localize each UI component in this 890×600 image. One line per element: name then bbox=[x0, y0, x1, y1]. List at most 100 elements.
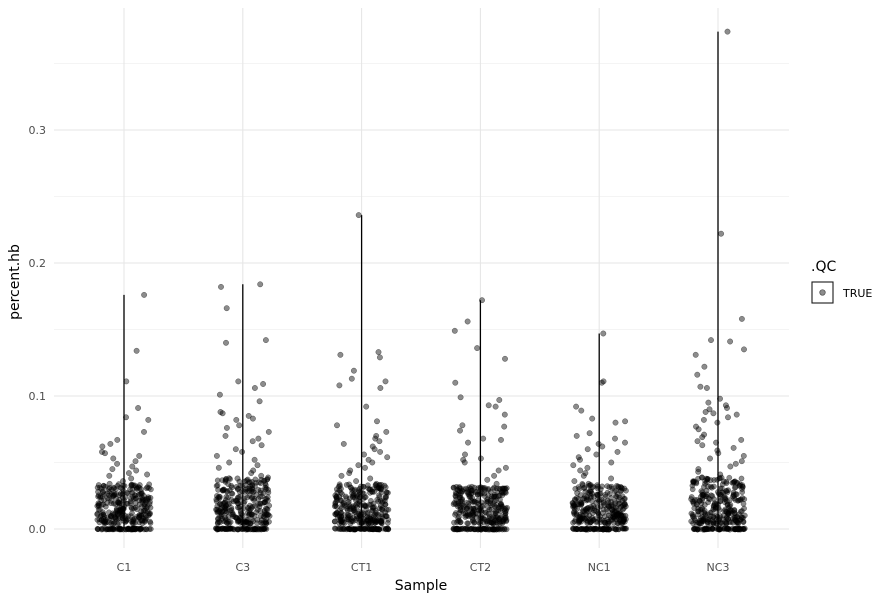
data-point bbox=[241, 498, 248, 505]
data-point bbox=[258, 472, 265, 479]
data-point bbox=[109, 466, 116, 473]
data-point bbox=[223, 516, 229, 523]
data-point bbox=[140, 515, 147, 522]
data-point bbox=[223, 305, 230, 312]
data-point bbox=[334, 422, 340, 429]
data-point bbox=[384, 520, 391, 526]
data-point bbox=[125, 470, 132, 477]
data-point bbox=[729, 525, 736, 532]
data-point bbox=[147, 518, 153, 525]
data-point bbox=[571, 478, 578, 485]
data-point bbox=[372, 435, 379, 442]
data-point bbox=[724, 405, 730, 411]
data-point bbox=[99, 443, 106, 450]
data-point bbox=[622, 418, 629, 425]
data-point bbox=[600, 506, 607, 513]
data-point bbox=[501, 411, 508, 418]
data-point bbox=[133, 347, 140, 354]
data-point bbox=[367, 486, 374, 493]
data-point bbox=[382, 378, 389, 385]
data-point bbox=[236, 478, 243, 485]
legend-key bbox=[811, 281, 834, 304]
data-point bbox=[461, 459, 468, 466]
data-point bbox=[240, 520, 247, 527]
data-point bbox=[703, 385, 710, 391]
data-point bbox=[453, 510, 459, 516]
data-point bbox=[377, 448, 384, 455]
data-point bbox=[95, 502, 102, 509]
data-point bbox=[594, 519, 601, 525]
data-point bbox=[600, 500, 607, 506]
data-point bbox=[580, 472, 587, 479]
data-point bbox=[732, 516, 739, 523]
data-point bbox=[495, 467, 502, 474]
data-point bbox=[717, 471, 724, 478]
data-point bbox=[457, 504, 464, 510]
data-point bbox=[106, 480, 113, 487]
y-tick-label: 0.3 bbox=[29, 124, 47, 137]
data-point bbox=[234, 526, 241, 532]
data-point bbox=[721, 494, 728, 500]
data-point bbox=[332, 502, 339, 509]
data-point bbox=[102, 516, 109, 523]
data-point bbox=[338, 472, 345, 479]
data-point bbox=[469, 498, 475, 505]
data-point bbox=[707, 455, 713, 462]
data-point bbox=[473, 514, 480, 521]
data-point bbox=[741, 346, 747, 353]
data-point bbox=[363, 403, 370, 410]
data-point bbox=[256, 526, 262, 533]
data-point bbox=[374, 518, 381, 524]
data-point bbox=[111, 491, 118, 498]
data-point bbox=[230, 513, 236, 520]
data-point bbox=[577, 456, 583, 463]
data-point bbox=[705, 399, 712, 406]
data-point bbox=[718, 474, 725, 481]
data-point bbox=[346, 526, 353, 532]
data-point bbox=[717, 485, 724, 492]
data-point bbox=[145, 416, 152, 423]
data-point bbox=[377, 385, 384, 391]
data-point bbox=[621, 525, 628, 532]
data-point bbox=[370, 500, 377, 507]
data-point bbox=[361, 451, 367, 458]
data-point bbox=[117, 510, 123, 517]
data-point bbox=[589, 415, 596, 422]
data-point bbox=[579, 481, 586, 487]
data-point bbox=[239, 488, 246, 495]
data-point bbox=[114, 436, 121, 443]
data-point bbox=[486, 515, 492, 521]
data-point bbox=[362, 464, 368, 471]
data-point bbox=[594, 496, 601, 503]
data-point bbox=[94, 525, 101, 532]
data-point bbox=[611, 516, 618, 522]
data-point bbox=[257, 500, 263, 507]
data-point bbox=[471, 519, 477, 526]
data-point bbox=[245, 412, 252, 419]
data-point bbox=[383, 525, 389, 532]
data-point bbox=[261, 499, 268, 506]
data-point bbox=[730, 491, 737, 498]
data-point bbox=[147, 498, 153, 505]
range-lines bbox=[123, 31, 719, 529]
data-point bbox=[218, 283, 224, 290]
data-point bbox=[713, 439, 720, 446]
data-point bbox=[243, 477, 250, 484]
data-point bbox=[249, 438, 256, 445]
data-point bbox=[717, 395, 723, 402]
data-point bbox=[143, 485, 150, 492]
data-point bbox=[355, 462, 362, 469]
data-point bbox=[223, 339, 229, 346]
data-point bbox=[595, 526, 601, 533]
data-point bbox=[358, 502, 364, 509]
data-point bbox=[498, 513, 505, 520]
data-point bbox=[364, 511, 371, 517]
data-point bbox=[709, 525, 716, 532]
data-point bbox=[731, 479, 737, 485]
data-point bbox=[493, 480, 500, 487]
data-point bbox=[573, 403, 580, 410]
data-point bbox=[714, 419, 721, 426]
data-point bbox=[603, 526, 610, 533]
data-point bbox=[598, 379, 605, 386]
data-point bbox=[621, 485, 628, 492]
